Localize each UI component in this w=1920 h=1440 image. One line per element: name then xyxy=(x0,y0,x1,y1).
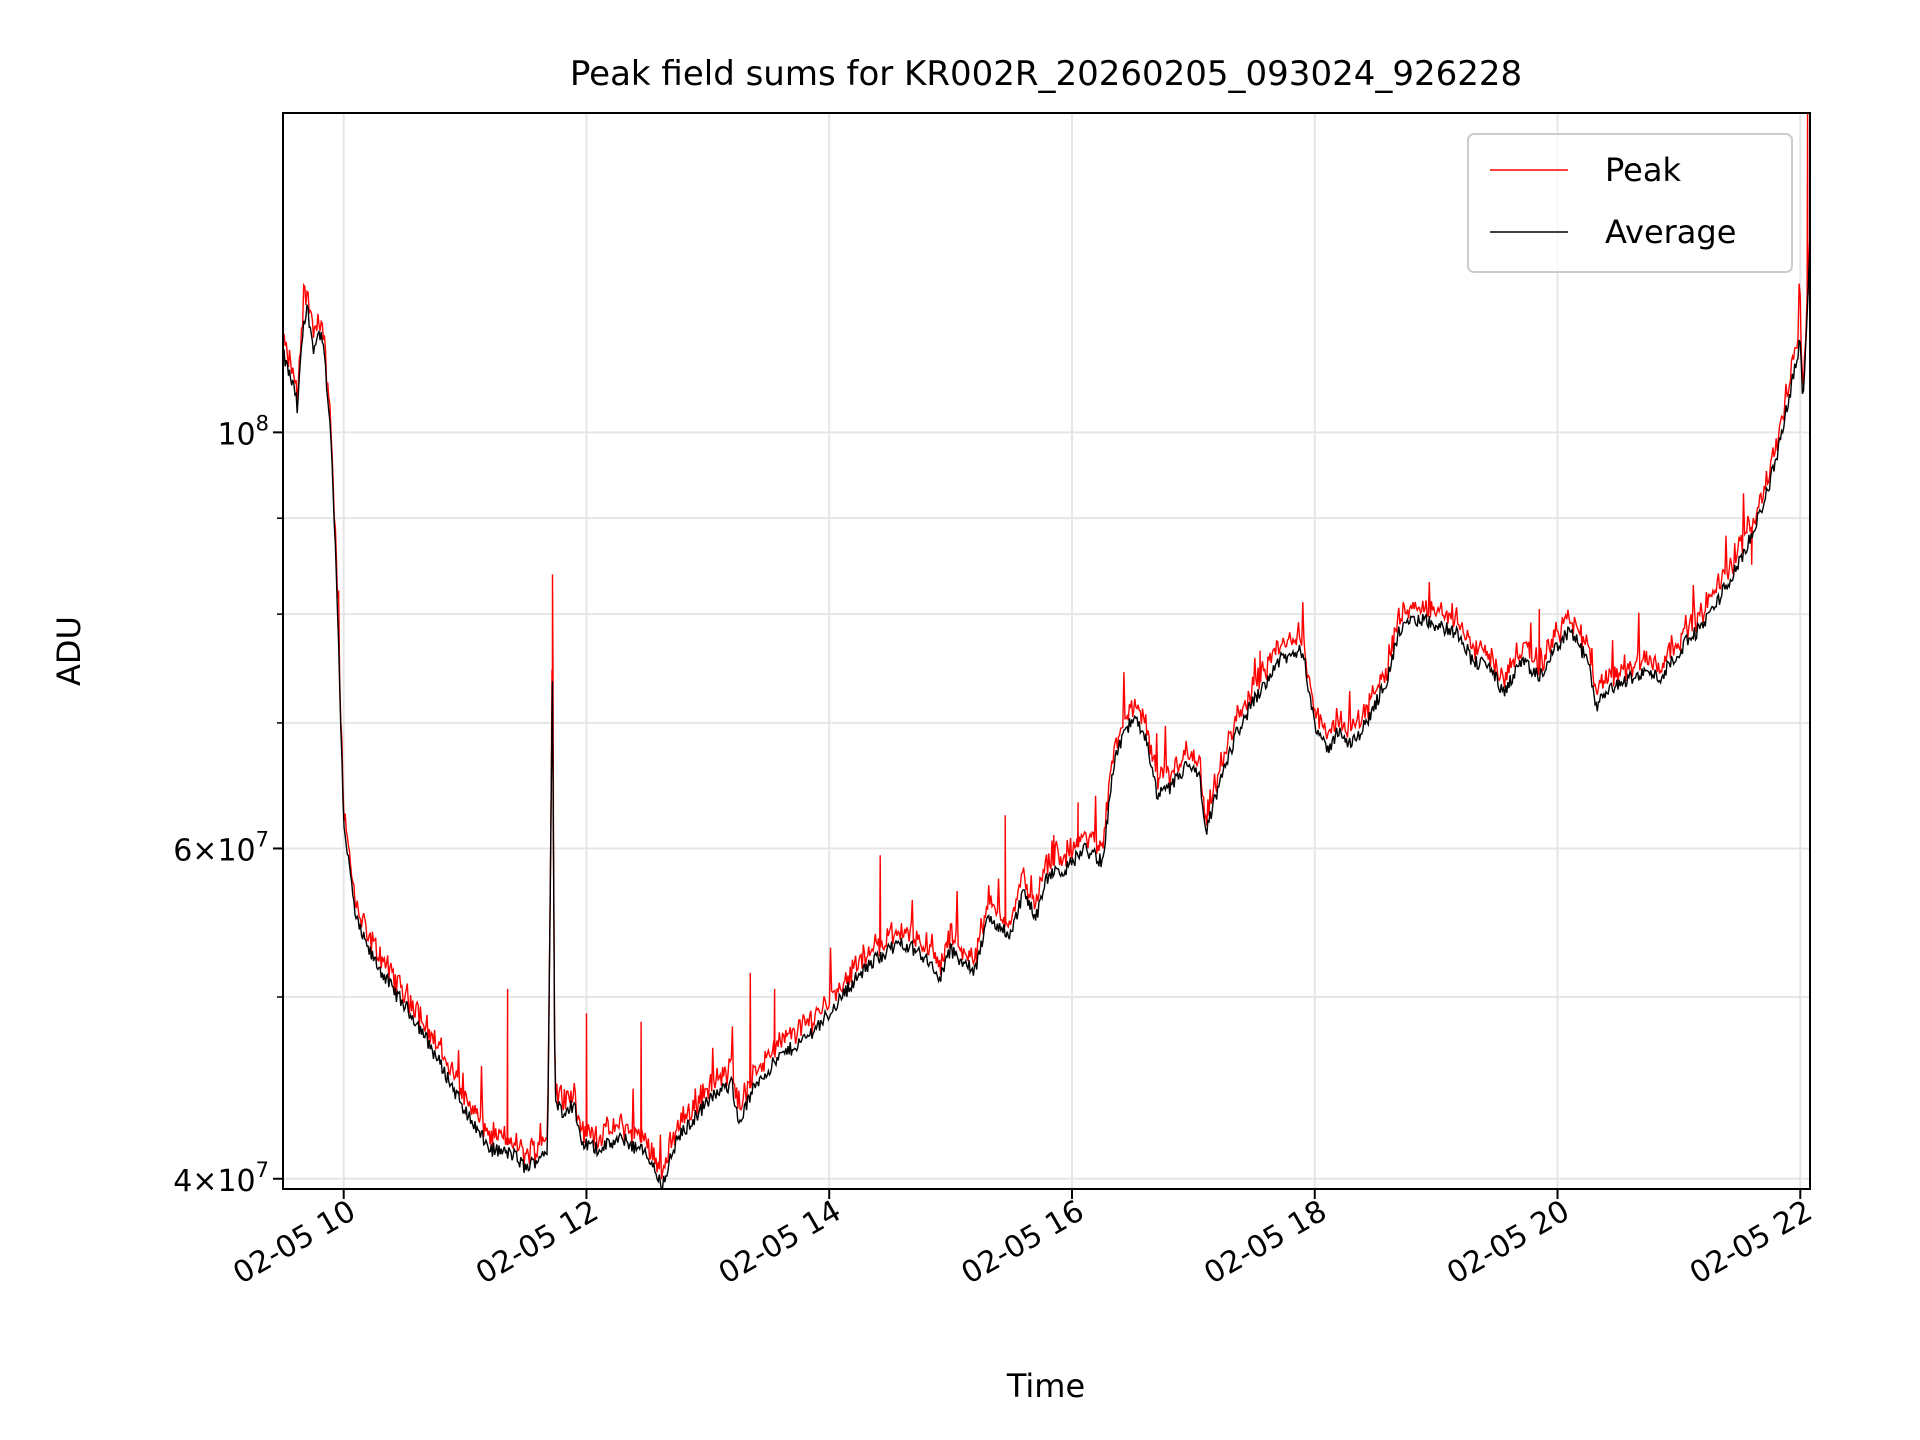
series-average-line xyxy=(283,245,1810,1189)
plot-frame xyxy=(282,112,1811,1190)
y-tick-label: 108 xyxy=(217,411,269,452)
x-axis-label: Time xyxy=(1006,1367,1085,1405)
legend-average-label: Average xyxy=(1605,213,1736,251)
x-tick-label: 02-05 14 xyxy=(713,1194,847,1292)
chart-title: Peak field sums for KR002R_20260205_0930… xyxy=(570,54,1522,94)
x-tick-label: 02-05 18 xyxy=(1198,1194,1332,1292)
y-axis-label: ADU xyxy=(50,616,88,686)
y-tick-label: 4×107 xyxy=(173,1158,269,1199)
x-tick-label: 02-05 16 xyxy=(956,1194,1090,1292)
x-axis: 02-05 10 02-05 12 02-05 14 02-05 16 02-05 18… xyxy=(227,1189,1818,1291)
series-layer xyxy=(283,113,1810,1189)
x-tick-label: 02-05 22 xyxy=(1684,1194,1818,1292)
series-peak-line xyxy=(283,113,1810,1180)
legend-box xyxy=(1467,133,1793,273)
legend: Peak Average xyxy=(1467,133,1793,273)
x-tick-label: 02-05 12 xyxy=(470,1194,604,1292)
y-tick-label: 6×107 xyxy=(173,827,269,868)
x-tick-label: 02-05 10 xyxy=(227,1194,361,1292)
y-axis: 4×107 6×107 108 xyxy=(173,411,283,1199)
x-tick-label: 02-05 20 xyxy=(1441,1194,1575,1292)
legend-peak-label: Peak xyxy=(1605,151,1681,189)
